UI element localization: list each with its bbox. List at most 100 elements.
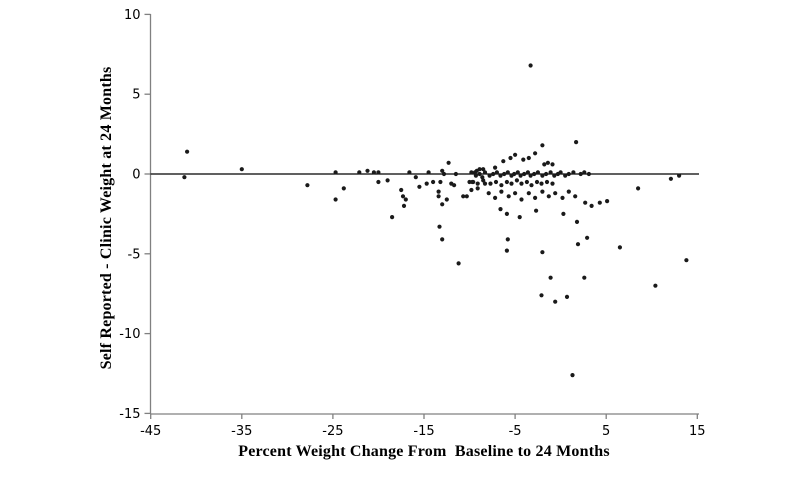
data-point	[400, 194, 406, 199]
data-point	[477, 171, 482, 177]
data-point	[424, 181, 429, 186]
x-tick-label: 15	[689, 424, 706, 439]
data-point	[513, 191, 518, 196]
data-point	[553, 191, 558, 196]
y-tick-label: 10	[124, 8, 141, 23]
data-point	[528, 173, 533, 178]
data-point	[185, 149, 190, 154]
data-point	[477, 167, 482, 172]
data-point	[464, 194, 469, 199]
data-point	[417, 184, 422, 189]
data-point	[469, 187, 474, 193]
data-point	[533, 151, 538, 156]
data-point	[491, 171, 496, 177]
data-point	[542, 162, 547, 167]
data-point	[481, 178, 486, 183]
data-point	[578, 171, 583, 177]
x-tick-label: 5	[602, 424, 610, 439]
data-point	[504, 211, 509, 216]
data-point	[482, 181, 488, 186]
data-point	[525, 170, 531, 175]
data-point	[505, 170, 510, 175]
data-point	[668, 176, 674, 181]
data-point	[546, 194, 551, 199]
x-tick-label: -5	[509, 424, 522, 439]
data-point	[550, 162, 555, 167]
data-point	[436, 194, 441, 199]
data-point	[493, 179, 499, 185]
data-point	[487, 173, 492, 178]
data-point	[494, 170, 499, 175]
data-point	[486, 191, 491, 196]
data-point	[653, 283, 658, 288]
data-point	[470, 179, 475, 185]
data-point	[563, 173, 568, 178]
data-point	[561, 211, 566, 216]
data-point	[475, 186, 480, 191]
data-point	[182, 175, 187, 180]
data-point	[371, 170, 376, 175]
data-point	[574, 219, 580, 224]
data-point	[566, 189, 571, 194]
data-point	[440, 237, 445, 242]
data-point	[573, 194, 578, 199]
data-point	[519, 181, 524, 186]
data-point	[461, 194, 466, 199]
data-point	[539, 181, 544, 186]
data-point	[533, 195, 538, 200]
x-axis-title: Percent Weight Change From Baseline to 2…	[238, 443, 610, 460]
data-point	[677, 173, 682, 178]
data-point	[519, 197, 524, 202]
data-point	[526, 191, 531, 196]
data-point	[437, 224, 442, 229]
data-point	[517, 215, 522, 220]
y-tick-label: -10	[119, 327, 140, 342]
data-point	[636, 186, 641, 191]
data-point	[574, 140, 579, 145]
data-point	[441, 171, 447, 177]
y-tick-label: -15	[119, 407, 140, 422]
data-point	[493, 165, 498, 170]
data-point	[440, 202, 445, 207]
data-point	[524, 179, 530, 185]
x-tick-label: -15	[413, 424, 434, 439]
y-axis-title: Self Reported - Clinic Weight at 24 Mont…	[98, 66, 115, 370]
data-point	[508, 155, 513, 161]
data-point	[505, 237, 510, 242]
data-point	[585, 235, 590, 240]
data-point	[582, 170, 587, 175]
x-tick-label: -25	[322, 424, 343, 439]
data-point	[498, 173, 503, 178]
data-point	[333, 170, 338, 175]
data-point	[528, 63, 533, 68]
data-point	[529, 183, 534, 188]
data-point	[453, 171, 458, 177]
data-point	[513, 152, 518, 157]
data-point	[550, 181, 555, 186]
data-point	[504, 248, 509, 253]
data-point	[548, 275, 553, 280]
data-point	[617, 245, 623, 250]
data-point	[589, 203, 594, 208]
data-point	[469, 170, 474, 175]
data-point	[501, 159, 506, 164]
data-point	[512, 171, 517, 177]
data-point	[502, 171, 507, 177]
data-point	[534, 208, 539, 213]
data-point	[526, 155, 531, 161]
data-point	[475, 181, 480, 186]
data-point	[560, 195, 565, 200]
data-point	[540, 173, 545, 178]
data-point	[452, 183, 457, 188]
data-point	[444, 197, 449, 202]
data-point	[552, 173, 557, 178]
data-point	[521, 157, 526, 162]
data-point	[440, 168, 445, 173]
data-point	[473, 173, 478, 178]
y-tick-label: 5	[132, 88, 140, 103]
data-point	[413, 175, 418, 180]
data-point	[481, 167, 486, 172]
data-point	[239, 167, 244, 172]
data-point	[515, 170, 520, 175]
